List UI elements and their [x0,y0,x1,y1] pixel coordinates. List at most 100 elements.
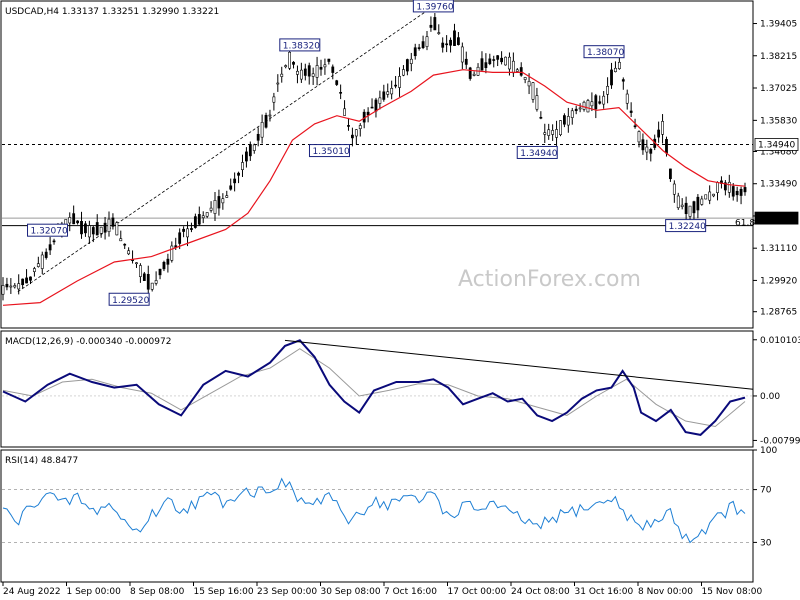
rsi-y-tick-label: 30 [760,538,772,548]
candle-body [602,95,606,105]
candle-body [186,228,189,238]
x-tick-label: 15 Sep 16:00 [194,587,254,597]
candle-body [661,121,664,135]
candle-body [52,240,56,243]
candle-body [119,238,123,242]
candle-body [178,232,182,244]
candle-body [374,99,378,112]
candle-body [480,58,484,71]
x-tick-label: 24 Aug 2022 [3,587,61,597]
candle-body [135,262,138,265]
candle-body [260,122,264,138]
macd-main-line [2,339,746,436]
watermark: ActionForex.com [458,267,641,292]
candle-body [629,110,633,113]
candle-body [9,285,13,288]
candle-body [237,172,240,176]
price-y-tick-label: 1.37025 [760,84,797,94]
candle-body [84,223,87,234]
candle-body [551,130,555,135]
macd-y-tick-label: 0.010103 [760,336,800,346]
candle-body [500,57,503,63]
candle-body [248,144,252,157]
candle-body [256,133,260,141]
y-axis-labels: 1.39405 1.38215 1.37025 1.35830 1.34680 1.334… [753,20,800,548]
candle-body [36,263,40,267]
candle-body [150,282,154,290]
level-axis-label: 1.32221 [758,214,795,224]
candle-body [429,24,433,28]
candle-body [665,139,668,154]
candle-body [127,250,131,255]
candle-body [716,182,719,193]
candle-body [303,68,307,76]
candle-body [519,67,523,76]
x-tick-label: 8 Nov 00:00 [638,587,693,597]
moving-average-line [2,69,746,306]
candle-body [590,101,594,107]
candle-body [610,69,613,86]
candle-body [413,47,417,57]
price-y-tick-label: 1.28765 [760,308,797,318]
level-axis-box [754,138,799,151]
candle-body [288,51,291,69]
candle-body [405,59,409,72]
price-y-tick-label: 1.31110 [760,244,797,254]
price-annotation-label: 1.34940 [520,149,557,159]
price-annotation-label: 1.39760 [416,2,453,12]
price-annotation-label: 1.32070 [31,227,68,237]
candle-body [563,115,566,125]
candle-body [268,114,272,117]
candle-body [433,17,437,31]
x-tick-label: 8 Sep 08:00 [130,587,185,597]
candle-body [80,220,83,235]
candle-body [625,93,629,104]
candle-body [331,66,335,73]
price-annotation-box [412,0,454,13]
candle-body [107,218,111,232]
candle-body [543,132,547,135]
candle-body [445,43,449,46]
candle-body [111,217,115,227]
price-y-tick-label: 1.33490 [760,180,797,190]
price-panel [0,0,754,329]
candle-body [441,42,445,48]
candle-body [676,195,680,209]
price-annotation-label: 1.32240 [669,222,706,232]
candle-body [170,245,174,261]
candle-body [335,80,339,85]
candle-body [566,116,570,126]
x-tick-label: 30 Sep 08:00 [321,587,381,597]
candle-body [488,58,492,65]
candle-body [221,198,225,204]
candle-body [402,69,405,76]
candle-body [142,273,146,281]
candle-body [33,268,36,272]
candle-body [484,62,488,68]
candle-body [598,101,602,104]
x-axis-labels: 24 Aug 2022 1 Sep 00:00 8 Sep 08:00 15 Sep … [2,582,762,597]
candle-body [531,82,535,100]
price-annotation-box [308,144,350,158]
rsi-y-tick-label: 70 [760,486,772,496]
candle-body [523,77,527,80]
candle-body [680,204,684,207]
rsi-layer [2,477,753,544]
candle-body [700,198,704,205]
candle-body [146,274,150,290]
candle-body [539,116,543,119]
candle-body [205,212,209,217]
candle-body [87,225,91,238]
candle-body [688,205,692,217]
candle-body [417,47,421,49]
candle-body [574,108,578,112]
candle-body [95,222,99,236]
candle-body [390,88,394,95]
price-annotation-label: 1.29520 [112,296,149,306]
candle-body [162,261,166,270]
candle-body [76,220,79,224]
candle-body [158,268,162,276]
candle-body [319,66,323,70]
candle-body [739,188,743,196]
price-layer: 1.39760 1.38320 1.38070 1.35010 1.34940 1.320… [1,0,755,306]
